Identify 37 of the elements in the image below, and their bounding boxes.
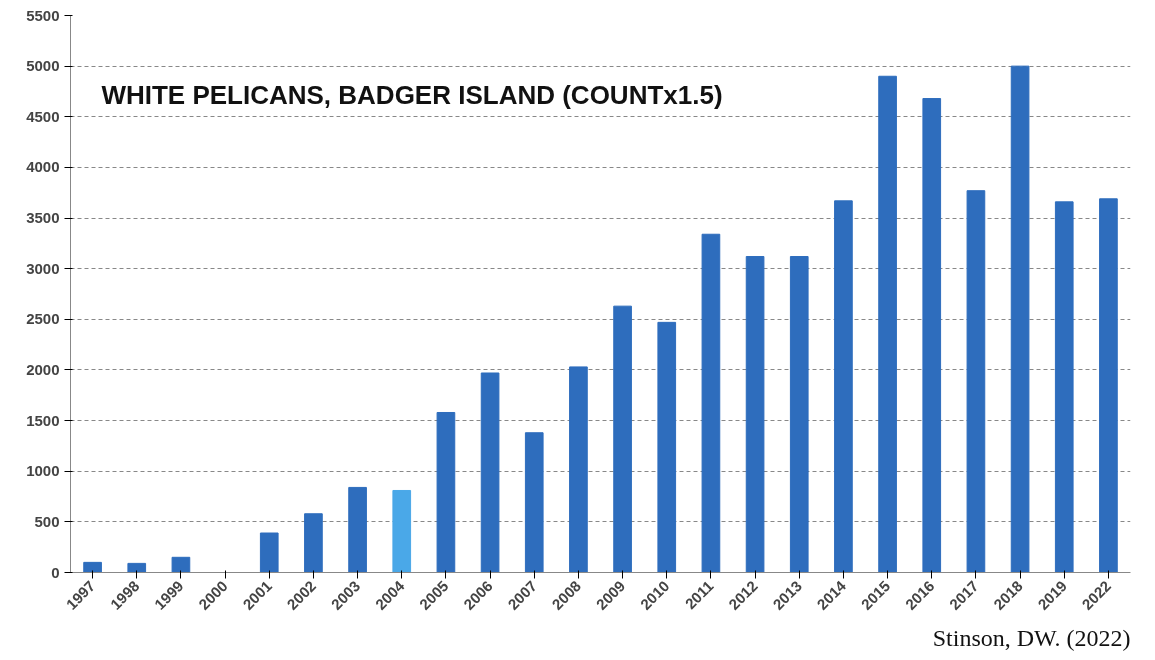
bar [745, 256, 765, 573]
bar [789, 256, 809, 573]
bar [259, 532, 279, 573]
bar [83, 561, 102, 573]
bar [1010, 65, 1030, 573]
bar [569, 366, 588, 573]
bar [348, 486, 367, 573]
bar [171, 556, 191, 573]
bar [304, 513, 323, 573]
y-tick-label: 500 [34, 512, 60, 530]
y-tick-label: 2000 [26, 360, 60, 378]
y-tick-label: 0 [51, 563, 60, 581]
bar [834, 200, 853, 573]
bar [878, 75, 897, 573]
bar [436, 411, 456, 573]
text: WHITE PELICANS, BADGER ISLAND (COUNTx1.5) [101, 80, 723, 111]
bar [657, 321, 677, 573]
bar [1099, 198, 1118, 573]
bar [922, 98, 942, 573]
bar [1054, 201, 1074, 573]
y-tick-label: 3500 [26, 209, 60, 227]
bar [392, 489, 412, 573]
text: Stinson, DW. (2022) [932, 624, 1131, 651]
y-tick-label: 3000 [26, 259, 60, 277]
bar [613, 305, 632, 573]
y-tick-label: 4500 [26, 107, 60, 125]
y-tick-label: 5500 [26, 6, 60, 24]
bar [480, 372, 500, 573]
y-tick-label: 1500 [26, 411, 60, 429]
bar [524, 432, 544, 573]
y-tick-label: 2500 [26, 310, 60, 328]
bar [701, 233, 721, 573]
y-tick-label: 5000 [26, 57, 60, 75]
y-tick-label: 4000 [26, 158, 60, 176]
y-tick-label: 1000 [26, 462, 60, 480]
bar [966, 190, 986, 573]
bar [127, 562, 147, 573]
